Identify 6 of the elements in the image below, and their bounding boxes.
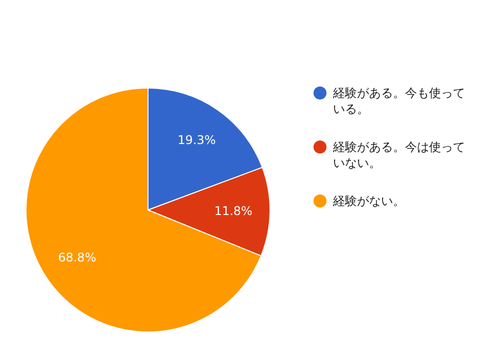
- legend-label: 経験がない。: [332, 194, 405, 208]
- data-label: 68.8%: [58, 250, 96, 265]
- data-label: 19.3%: [178, 132, 216, 147]
- legend-label: 経験がある。今も使っている。: [332, 86, 465, 116]
- legend-label: 経験がある。今は使っていない。: [332, 140, 465, 170]
- data-label: 11.8%: [214, 204, 252, 218]
